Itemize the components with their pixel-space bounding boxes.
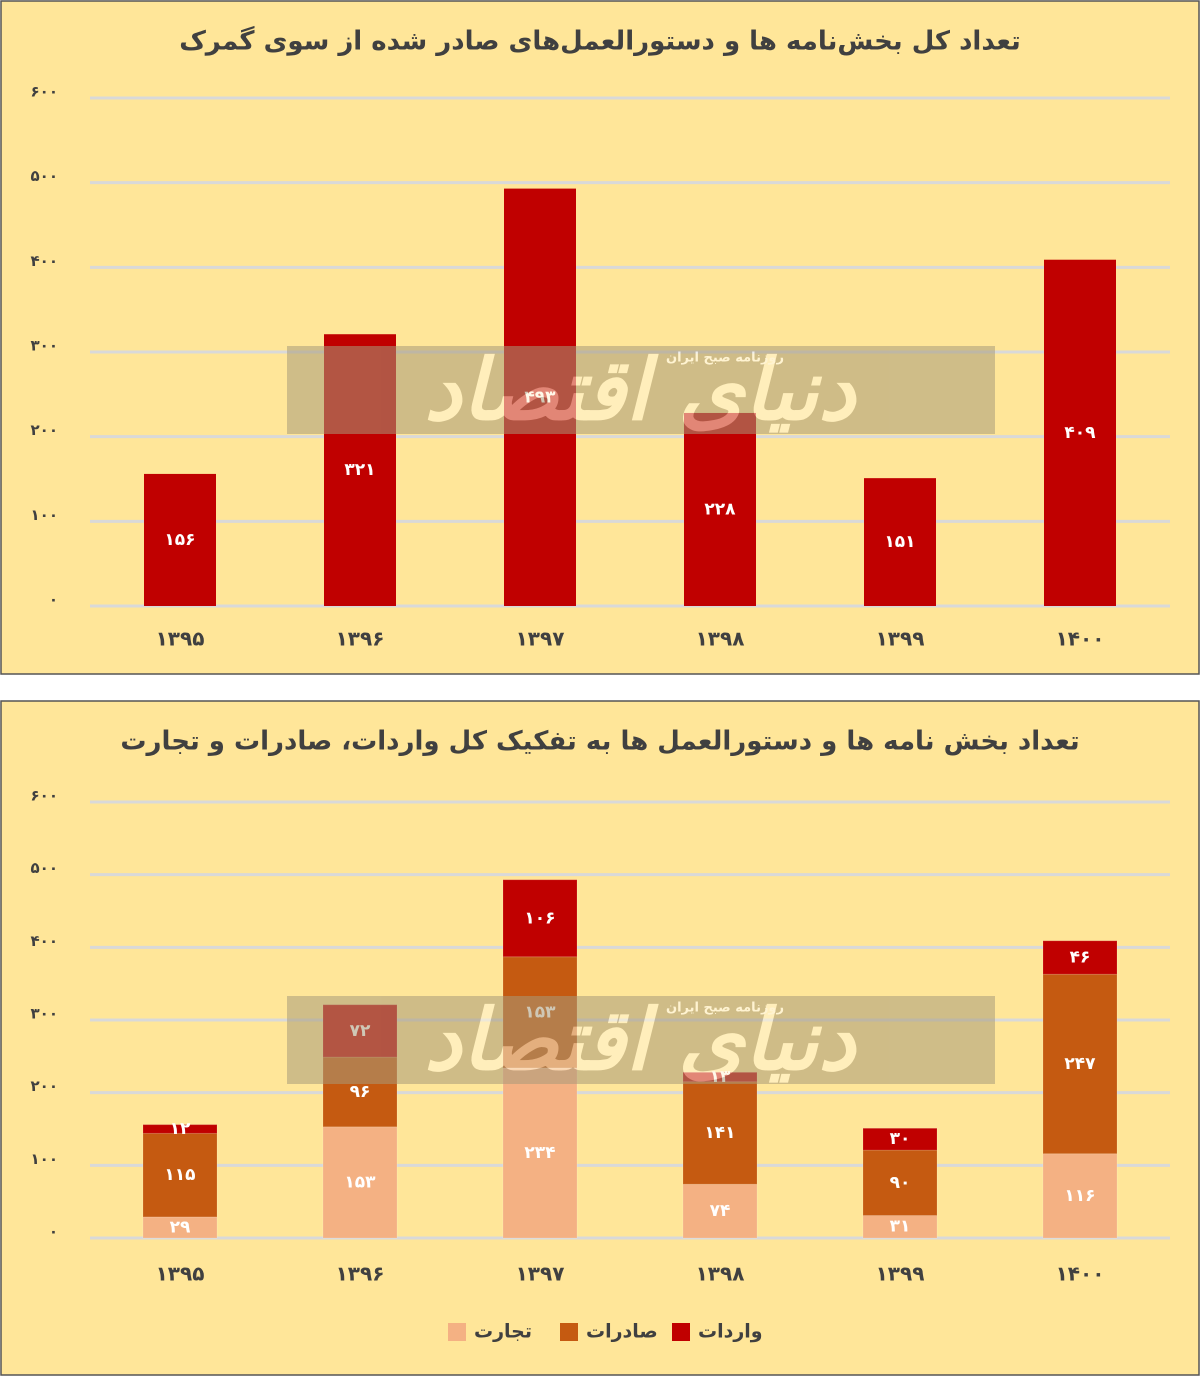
legend-swatch: [448, 1323, 466, 1341]
bar-segment: [502, 879, 578, 958]
value-label: ۱۵۱: [884, 532, 915, 552]
y-tick-label: ۱۰۰: [31, 1150, 58, 1168]
x-tick-label: ۱۳۹۸: [696, 627, 745, 651]
bar-segment: [862, 1149, 938, 1216]
legend-swatch: [560, 1323, 578, 1341]
x-tick-label: ۱۳۹۵: [156, 627, 205, 651]
y-tick-label: ۶۰۰: [31, 787, 58, 805]
value-label: ۹۰: [890, 1173, 911, 1193]
value-label: ۳۱: [890, 1217, 911, 1237]
bar-segment: [862, 1127, 938, 1151]
value-label: ۴۰۹: [1064, 423, 1096, 443]
y-tick-label: ۶۰۰: [31, 83, 58, 101]
value-label: ۴۶: [1070, 948, 1091, 968]
value-label: ۱۱۶: [1064, 1186, 1095, 1206]
y-tick-label: ۴۰۰: [31, 932, 58, 950]
bar: [144, 473, 216, 606]
watermark-band: [287, 346, 995, 434]
y-tick-label: ۲۰۰: [31, 1077, 58, 1095]
bar-segment: [1042, 1153, 1118, 1239]
y-tick-label: ۱۰۰: [31, 506, 58, 524]
bar-segment: [1042, 940, 1118, 975]
x-tick-label: ۱۳۹۵: [156, 1262, 205, 1286]
chart-title: تعداد بخش نامه ها و دستورالعمل ها به تفک…: [120, 727, 1079, 757]
value-label: ۱۵۶: [164, 530, 195, 550]
x-tick-label: ۱۳۹۹: [876, 1262, 925, 1286]
watermark-tagline: روزنامه صبح ایران: [666, 351, 784, 366]
bar-segment: [142, 1132, 218, 1218]
x-tick-label: ۱۳۹۷: [516, 627, 565, 651]
bar-segment: [142, 1124, 218, 1134]
value-label: ۲۹: [170, 1217, 191, 1237]
legend-label: صادرات: [586, 1321, 658, 1343]
bar: [864, 478, 936, 606]
bar-segment: [1042, 973, 1118, 1155]
x-tick-label: ۱۳۹۷: [516, 1262, 565, 1286]
watermark-band: [287, 996, 995, 1084]
x-tick-label: ۱۳۹۶: [336, 627, 385, 651]
y-tick-label: ۰: [49, 591, 58, 609]
value-label: ۱۲: [170, 1119, 191, 1139]
value-label: ۲۴۷: [1064, 1054, 1096, 1074]
chart-title: تعداد کل بخش‌نامه ها و دستورالعمل‌های صا…: [179, 26, 1021, 57]
value-label: ۲۲۸: [704, 499, 736, 519]
bar-segment: [502, 1067, 578, 1239]
value-label: ۳۰: [890, 1129, 911, 1149]
value-label: ۷۴: [710, 1201, 731, 1221]
legend-swatch: [672, 1323, 690, 1341]
y-tick-label: ۴۰۰: [31, 252, 58, 270]
x-tick-label: ۱۳۹۹: [876, 627, 925, 651]
bar: [1044, 259, 1116, 606]
x-tick-label: ۱۳۹۶: [336, 1262, 385, 1286]
value-label: ۱۱۵: [164, 1165, 195, 1185]
value-label: ۱۴۱: [704, 1123, 735, 1143]
bar: [684, 412, 756, 606]
value-label: ۹۶: [350, 1082, 371, 1102]
legend-label: تجارت: [474, 1321, 532, 1343]
value-label: ۳۲۱: [344, 460, 375, 480]
y-tick-label: ۵۰۰: [31, 859, 58, 877]
x-tick-label: ۱۳۹۸: [696, 1262, 745, 1286]
watermark-tagline: روزنامه صبح ایران: [666, 1001, 784, 1016]
watermark-name: دنیای اقتصاد: [424, 341, 857, 439]
y-tick-label: ۲۰۰: [31, 421, 58, 439]
bar-segment: [322, 1126, 398, 1239]
y-tick-label: ۰: [49, 1223, 58, 1241]
watermark-name: دنیای اقتصاد: [424, 991, 857, 1089]
legend-label: واردات: [698, 1321, 763, 1343]
value-label: ۱۰۶: [524, 908, 555, 928]
x-tick-label: ۱۴۰۰: [1056, 1262, 1105, 1286]
y-tick-label: ۳۰۰: [31, 337, 58, 355]
value-label: ۱۵۳: [344, 1172, 376, 1192]
y-tick-label: ۵۰۰: [31, 167, 58, 185]
value-label: ۲۳۴: [524, 1143, 555, 1163]
x-tick-label: ۱۴۰۰: [1056, 627, 1105, 651]
y-tick-label: ۳۰۰: [31, 1005, 58, 1023]
